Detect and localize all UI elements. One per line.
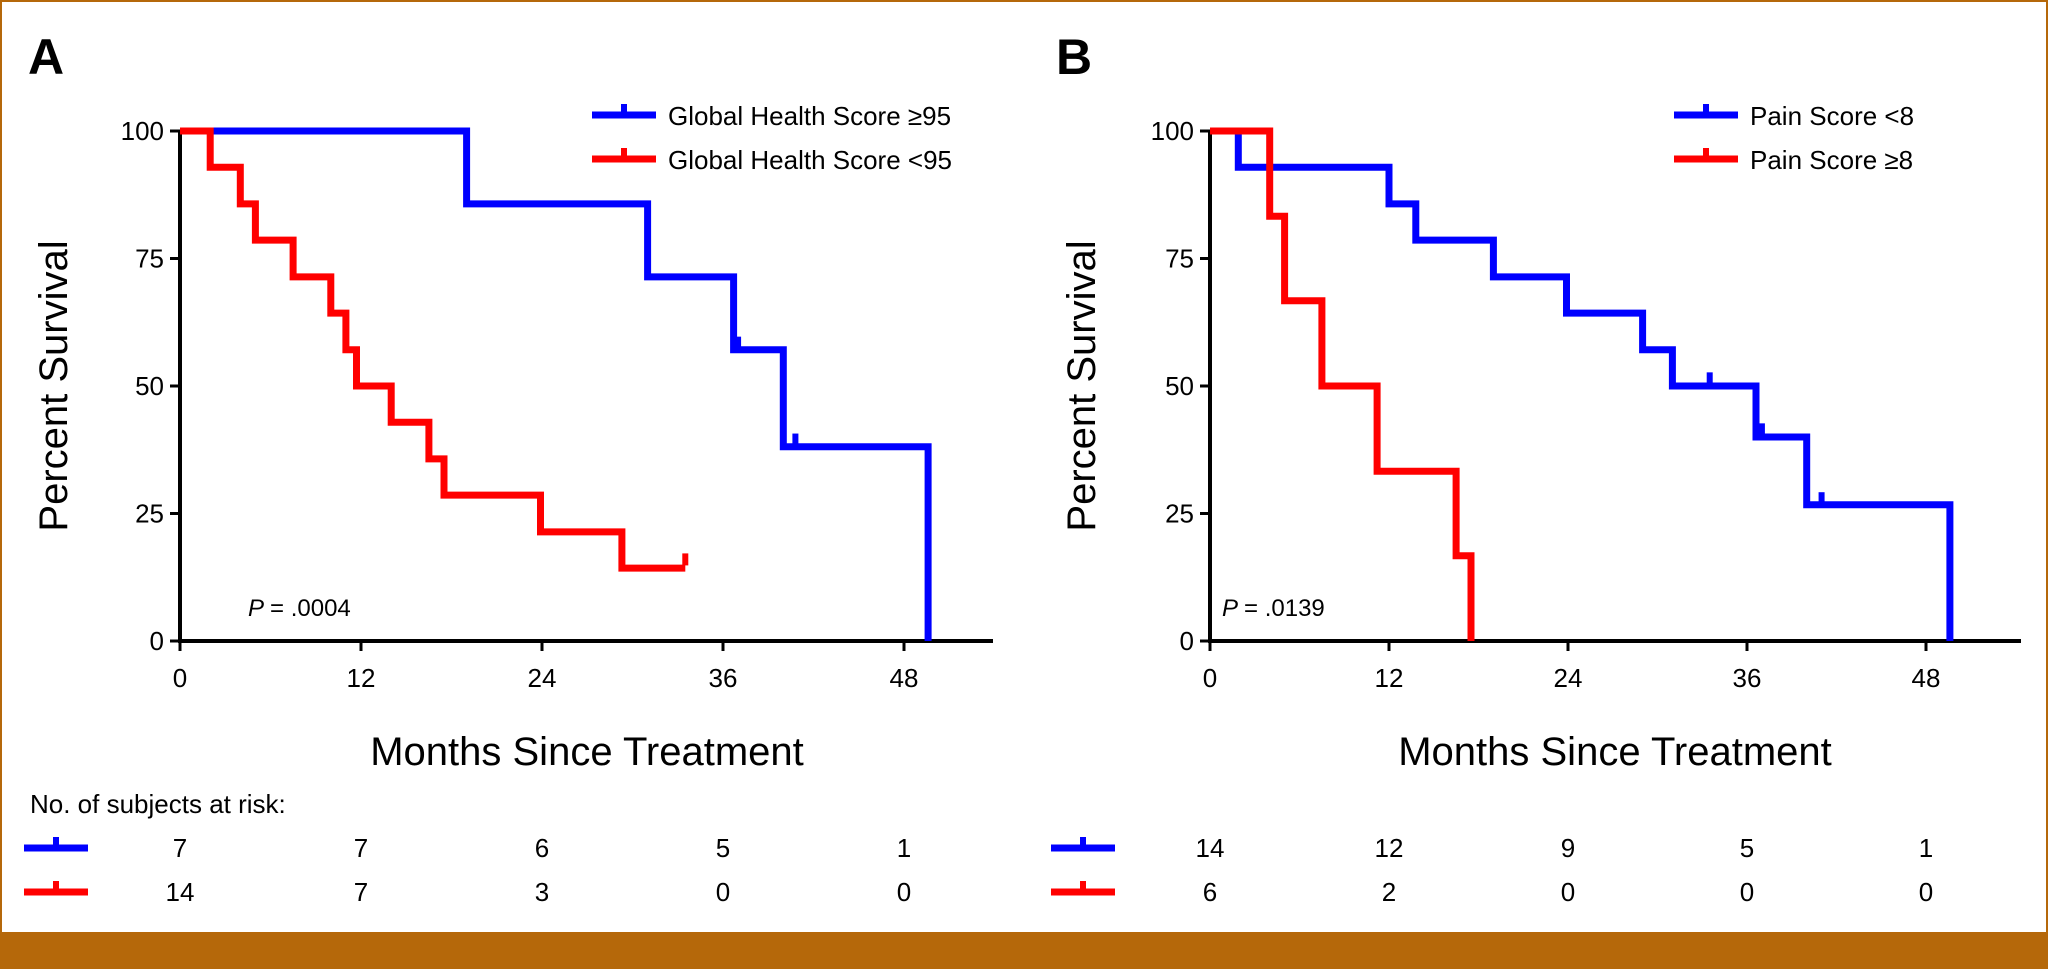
x-tick-label: 0 [173, 663, 187, 693]
y-tick-label: 100 [1151, 116, 1194, 146]
risk-count: 3 [535, 877, 549, 907]
risk-count: 7 [354, 833, 368, 863]
risk-table-title: No. of subjects at risk: [30, 789, 286, 819]
y-tick-label: 25 [135, 499, 164, 529]
risk-count: 1 [1919, 833, 1933, 863]
x-tick-label: 12 [1375, 663, 1404, 693]
p-value: P = .0004 [248, 595, 351, 622]
risk-count: 6 [1203, 877, 1217, 907]
p-value-label: P [248, 595, 264, 622]
risk-count: 5 [1740, 833, 1754, 863]
legend-label-1: Pain Score ≥8 [1750, 145, 1913, 175]
series-line-1 [1210, 127, 1475, 641]
panel-b: B Percent Survival Months Since Treatmen… [1051, 29, 2021, 907]
x-tick-label: 48 [890, 663, 919, 693]
risk-count: 0 [1561, 877, 1575, 907]
risk-count: 0 [716, 877, 730, 907]
risk-count: 0 [897, 877, 911, 907]
risk-count: 2 [1382, 877, 1396, 907]
risk-count: 7 [354, 877, 368, 907]
y-tick-label: 75 [135, 244, 164, 274]
x-axis-label: Months Since Treatment [1398, 730, 1832, 774]
x-axis-label: Months Since Treatment [370, 730, 804, 774]
y-tick-label: 25 [1165, 499, 1194, 529]
bottom-bar [0, 932, 2048, 969]
risk-count: 7 [173, 833, 187, 863]
x-tick-label: 12 [347, 663, 376, 693]
risk-count: 5 [716, 833, 730, 863]
x-tick-label: 24 [528, 663, 557, 693]
legend-label-0: Global Health Score ≥95 [668, 101, 951, 131]
y-tick-label: 50 [1165, 371, 1194, 401]
y-tick-label: 0 [1180, 626, 1194, 656]
risk-count: 12 [1375, 833, 1404, 863]
x-tick-label: 36 [709, 663, 738, 693]
risk-count: 0 [1740, 877, 1754, 907]
p-value-label: P [1222, 595, 1238, 622]
legend-label-1: Global Health Score <95 [668, 145, 952, 175]
risk-count: 9 [1561, 833, 1575, 863]
p-value-text: = .0004 [270, 595, 351, 622]
x-tick-label: 48 [1912, 663, 1941, 693]
y-axis-label: Percent Survival [1060, 240, 1104, 531]
legend-label-0: Pain Score <8 [1750, 101, 1914, 131]
x-tick-label: 0 [1203, 663, 1217, 693]
y-tick-label: 0 [150, 626, 164, 656]
p-value-text: = .0139 [1244, 595, 1325, 622]
panel-letter: B [1056, 29, 1092, 85]
y-axis-label: Percent Survival [32, 240, 76, 531]
x-tick-label: 36 [1733, 663, 1762, 693]
x-tick-label: 24 [1554, 663, 1583, 693]
panel-a: A Percent Survival Months Since Treatmen… [24, 29, 993, 907]
y-tick-label: 50 [135, 371, 164, 401]
risk-count: 6 [535, 833, 549, 863]
risk-count: 14 [1196, 833, 1225, 863]
y-tick-label: 75 [1165, 244, 1194, 274]
series-line-0 [1210, 127, 1954, 641]
y-tick-label: 100 [121, 116, 164, 146]
series-line-1 [180, 127, 686, 572]
risk-count: 1 [897, 833, 911, 863]
p-value: P = .0139 [1222, 595, 1325, 622]
risk-count: 0 [1919, 877, 1933, 907]
series-line-0 [180, 127, 932, 641]
risk-count: 14 [166, 877, 195, 907]
panel-letter: A [28, 29, 64, 85]
